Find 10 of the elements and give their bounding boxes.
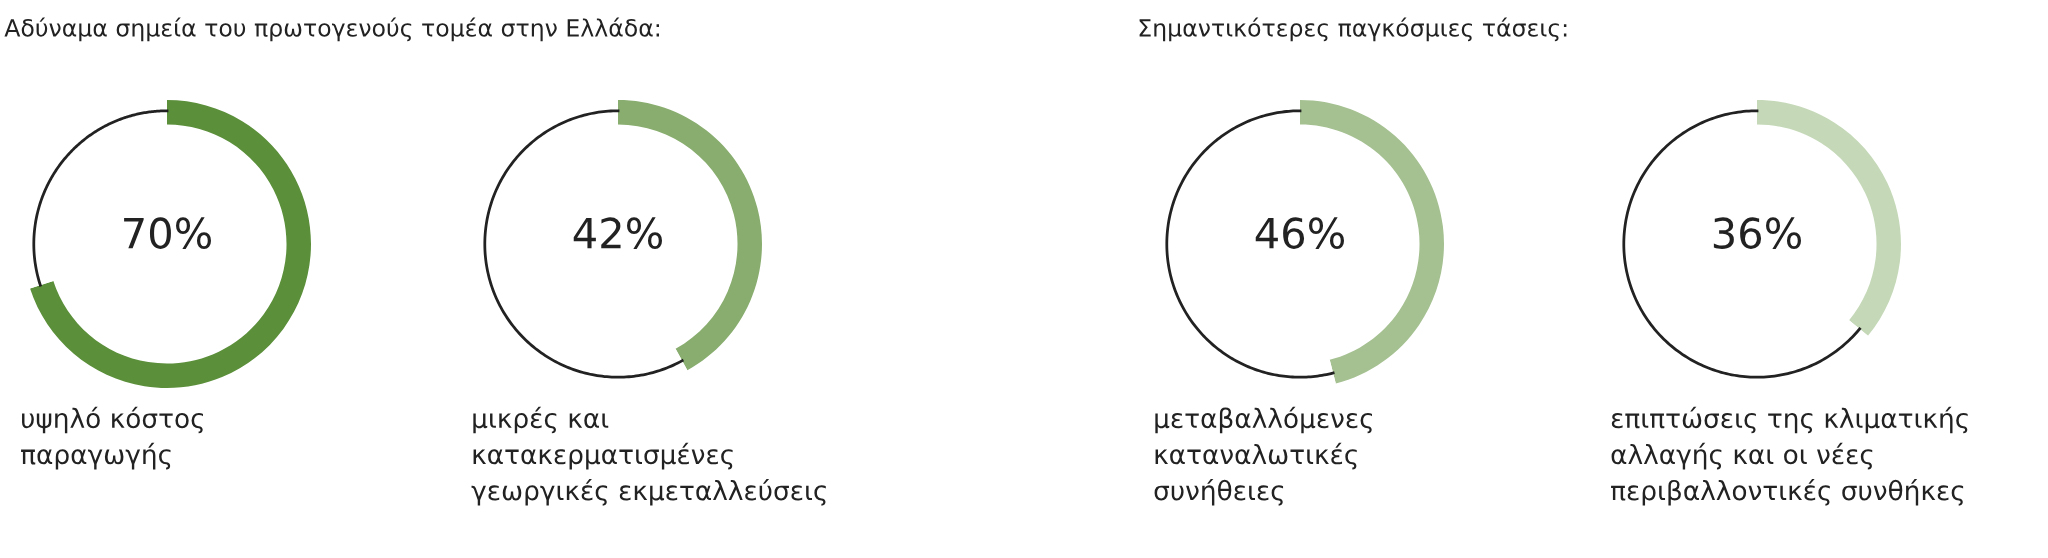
chart-title: Αδύναμα σημεία του πρωτογενούς τομέα στην Ελλάδα: [4, 17, 659, 42]
data-label: 42% [573, 217, 663, 249]
text: μεταβαλλόμενες καταναλωτικές συνήθειες [1154, 406, 1372, 506]
text: επιπτώσεις της κλιματικής αλλαγής και οι νέες περιβαλλοντικές συνθήκες [1611, 406, 1968, 506]
data-label: 46% [1255, 217, 1345, 249]
text: μικρές και κατακερματισμένες γεωργικές εκμεταλλεύσεις [471, 406, 826, 506]
text: υψηλό κόστος παραγωγής [21, 406, 203, 470]
data-label: 36% [1713, 217, 1802, 249]
chart-title: Σημαντικότερες παγκόσμιες τάσεις: [1139, 17, 1567, 42]
data-label: 70% [124, 217, 212, 249]
